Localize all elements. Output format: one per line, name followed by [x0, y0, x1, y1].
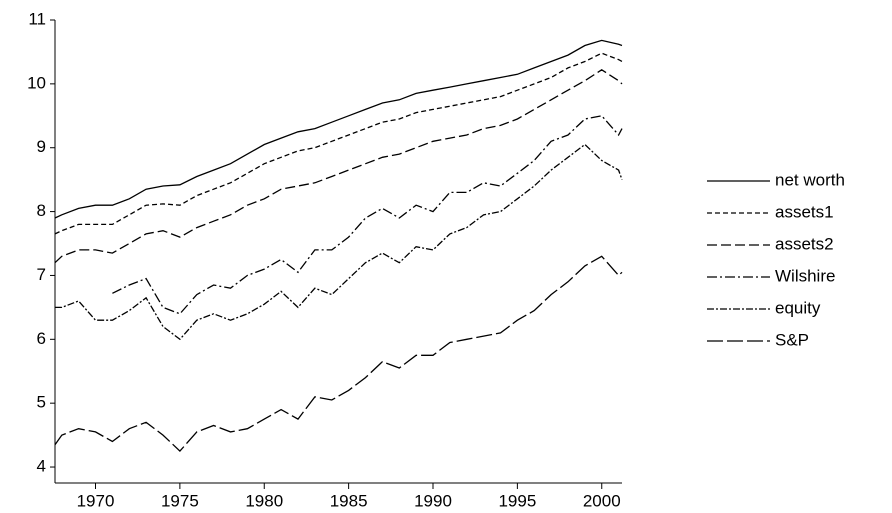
series-line [54, 69, 623, 264]
x-tick-label: 1970 [77, 491, 115, 510]
series-line [55, 143, 623, 341]
x-tick-label: 1990 [414, 491, 452, 510]
y-tick-label: 6 [37, 329, 46, 348]
y-tick-label: 4 [37, 457, 46, 476]
x-tick-label: 2000 [583, 491, 621, 510]
y-tick-label: 7 [37, 265, 46, 284]
x-tick-label: 1985 [330, 491, 368, 510]
y-tick-label: 11 [28, 9, 46, 28]
legend-label: net worth [775, 170, 845, 189]
x-tick-label: 1980 [245, 491, 283, 510]
legend-label: assets2 [775, 234, 834, 253]
legend-label: Wilshire [775, 266, 835, 285]
y-tick-label: 10 [27, 73, 46, 92]
legend-label: equity [775, 298, 821, 317]
y-tick-label: 5 [37, 393, 46, 412]
series-line [54, 255, 623, 453]
series-line [54, 39, 623, 219]
series-line [54, 52, 623, 235]
legend-label: assets1 [775, 202, 834, 221]
series-line [112, 115, 623, 315]
legend-label: S&P [775, 330, 809, 349]
x-tick-label: 1975 [161, 491, 199, 510]
y-tick-label: 8 [37, 201, 46, 220]
y-tick-label: 9 [37, 137, 46, 156]
x-tick-label: 1995 [498, 491, 536, 510]
